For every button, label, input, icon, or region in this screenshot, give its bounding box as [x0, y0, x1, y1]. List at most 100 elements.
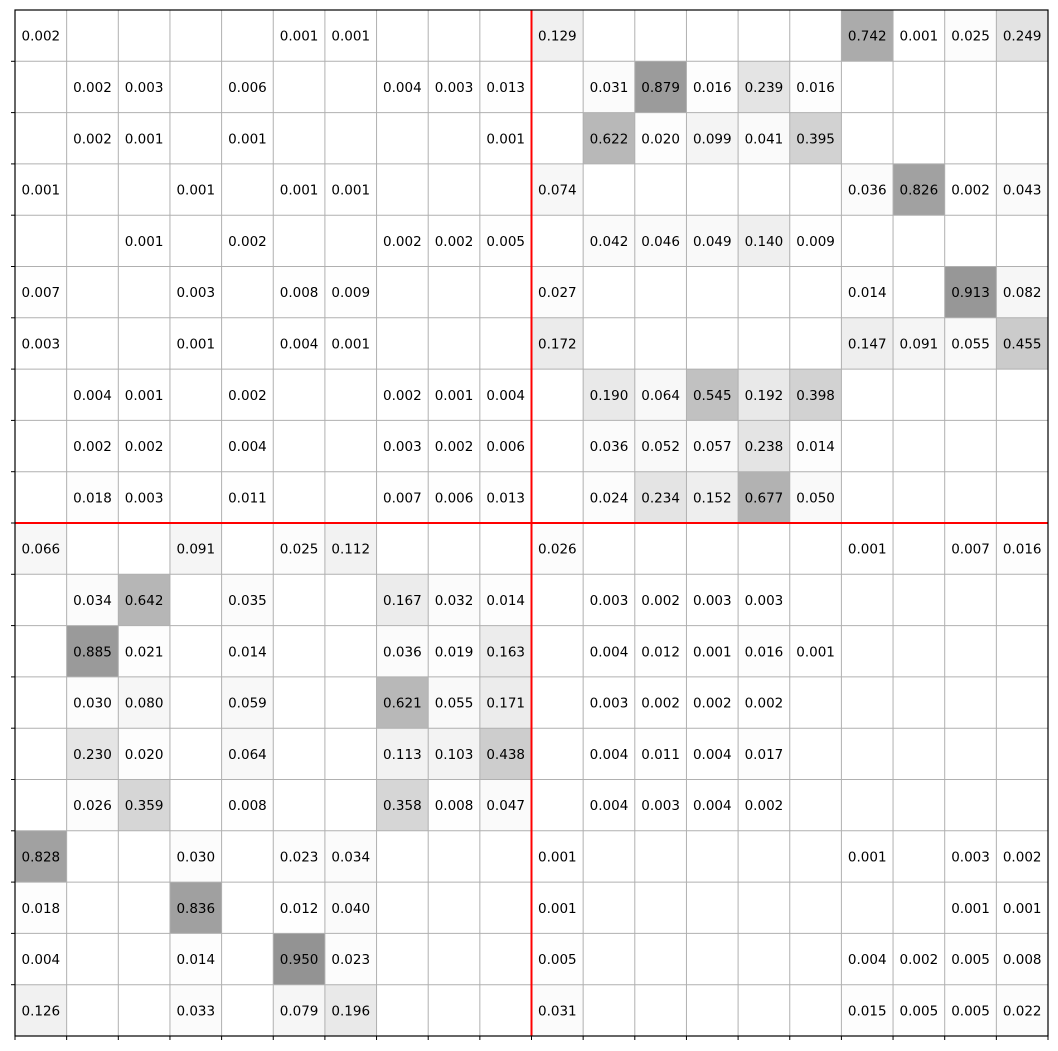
cell-value-label: 0.003 [590, 593, 629, 609]
heatmap-cell [841, 984, 894, 1036]
heatmap-cell [66, 471, 119, 523]
cell-value-label: 0.002 [1003, 849, 1042, 865]
cell-value-label: 0.192 [745, 388, 784, 404]
heatmap-cell [376, 369, 429, 421]
cell-value-label: 0.002 [641, 593, 680, 609]
cell-value-label: 0.014 [176, 952, 215, 968]
cell-value-label: 0.828 [21, 849, 60, 865]
cell-value-label: 0.103 [435, 747, 474, 763]
heatmap-cell [944, 10, 997, 62]
cell-value-label: 0.003 [176, 285, 215, 301]
cell-value-label: 0.003 [435, 80, 474, 96]
heatmap-cell [893, 10, 945, 62]
heatmap-cell [686, 420, 739, 472]
cell-value-label: 0.230 [73, 747, 112, 763]
heatmap-cell [583, 574, 635, 626]
cell-value-label: 0.012 [280, 901, 319, 917]
heatmap-cell [118, 625, 170, 677]
cell-value-label: 0.011 [228, 490, 267, 506]
cell-value-label: 0.001 [331, 29, 370, 45]
heatmap-cell [738, 61, 790, 113]
heatmap-cell [376, 779, 429, 831]
heatmap-cell [273, 882, 325, 934]
heatmap-cell [169, 523, 222, 575]
cell-value-label: 0.879 [641, 80, 680, 96]
cell-value-label: 0.358 [383, 798, 422, 814]
heatmap-cell [738, 625, 790, 677]
heatmap-cell [531, 317, 584, 370]
heatmap-cell [118, 61, 170, 113]
cell-value-label: 0.112 [331, 542, 370, 558]
cell-value-label: 0.171 [486, 696, 525, 712]
cell-value-label: 0.001 [951, 901, 990, 917]
cell-value-label: 0.046 [641, 234, 680, 250]
cell-value-label: 0.031 [538, 1003, 577, 1019]
cell-value-label: 0.249 [1003, 29, 1042, 45]
heatmap-cell [324, 523, 377, 575]
heatmap-cell [324, 266, 377, 318]
cell-value-label: 0.026 [73, 798, 112, 814]
cell-value-label: 0.140 [745, 234, 784, 250]
heatmap-cell [479, 728, 532, 780]
heatmap-cell [15, 10, 67, 62]
heatmap-cell [531, 266, 584, 318]
divider-layer [15, 10, 1048, 1036]
heatmap-cell [169, 882, 222, 934]
heatmap-cell [944, 984, 997, 1036]
heatmap-cell [634, 728, 687, 780]
heatmap-cell [324, 984, 377, 1036]
cell-value-label: 0.036 [383, 644, 422, 660]
cell-value-label: 0.034 [73, 593, 112, 609]
heatmap-cell [221, 574, 274, 626]
labels-layer: 0.002 0.001 0.001 0.129 0.742 0.001 0.025 0.249… [21, 29, 1041, 1020]
heatmap-cell [686, 676, 739, 729]
heatmap-cell [531, 882, 584, 934]
heatmap-cell [944, 266, 997, 318]
heatmap-cell [376, 420, 429, 472]
cell-value-label: 0.001 [486, 131, 525, 147]
cell-value-label: 0.064 [228, 747, 267, 763]
heatmap-cell [789, 369, 842, 421]
cell-value-label: 0.059 [228, 696, 267, 712]
cell-value-label: 0.147 [848, 336, 887, 352]
heatmap-cell [118, 369, 170, 421]
heatmap-cell [479, 574, 532, 626]
cell-value-label: 0.049 [693, 234, 732, 250]
heatmap-cell [583, 215, 635, 267]
cell-value-label: 0.091 [176, 542, 215, 558]
heatmap-cell [479, 779, 532, 831]
cell-value-label: 0.001 [848, 542, 887, 558]
heatmap-cell [479, 61, 532, 113]
cell-value-label: 0.004 [693, 747, 732, 763]
heatmap-cell [376, 215, 429, 267]
cell-value-label: 0.030 [176, 849, 215, 865]
heatmap-cell [996, 984, 1048, 1036]
cell-value-label: 0.064 [641, 388, 680, 404]
cell-value-label: 0.001 [796, 644, 835, 660]
cell-value-label: 0.004 [590, 644, 629, 660]
heatmap-cell [583, 728, 635, 780]
cell-value-label: 0.004 [590, 747, 629, 763]
cell-value-label: 0.001 [435, 388, 474, 404]
cell-value-label: 0.047 [486, 798, 525, 814]
cell-value-label: 0.016 [693, 80, 732, 96]
cell-value-label: 0.742 [848, 29, 887, 45]
cell-value-label: 0.950 [280, 952, 319, 968]
cell-value-label: 0.001 [848, 849, 887, 865]
cell-value-label: 0.113 [383, 747, 422, 763]
heatmap-cell [221, 420, 274, 472]
heatmap-cell [324, 317, 377, 370]
heatmap-cell [324, 933, 377, 985]
cell-value-label: 0.152 [693, 490, 732, 506]
cell-value-label: 0.030 [73, 696, 112, 712]
cell-value-label: 0.001 [693, 644, 732, 660]
cell-value-label: 0.079 [280, 1003, 319, 1019]
cell-value-label: 0.036 [590, 439, 629, 455]
heatmap-cell [66, 369, 119, 421]
cell-value-label: 0.018 [21, 901, 60, 917]
heatmap-cell [944, 163, 997, 216]
cell-value-label: 0.006 [435, 490, 474, 506]
cell-value-label: 0.001 [538, 901, 577, 917]
cell-value-label: 0.004 [848, 952, 887, 968]
cell-value-label: 0.545 [693, 388, 732, 404]
